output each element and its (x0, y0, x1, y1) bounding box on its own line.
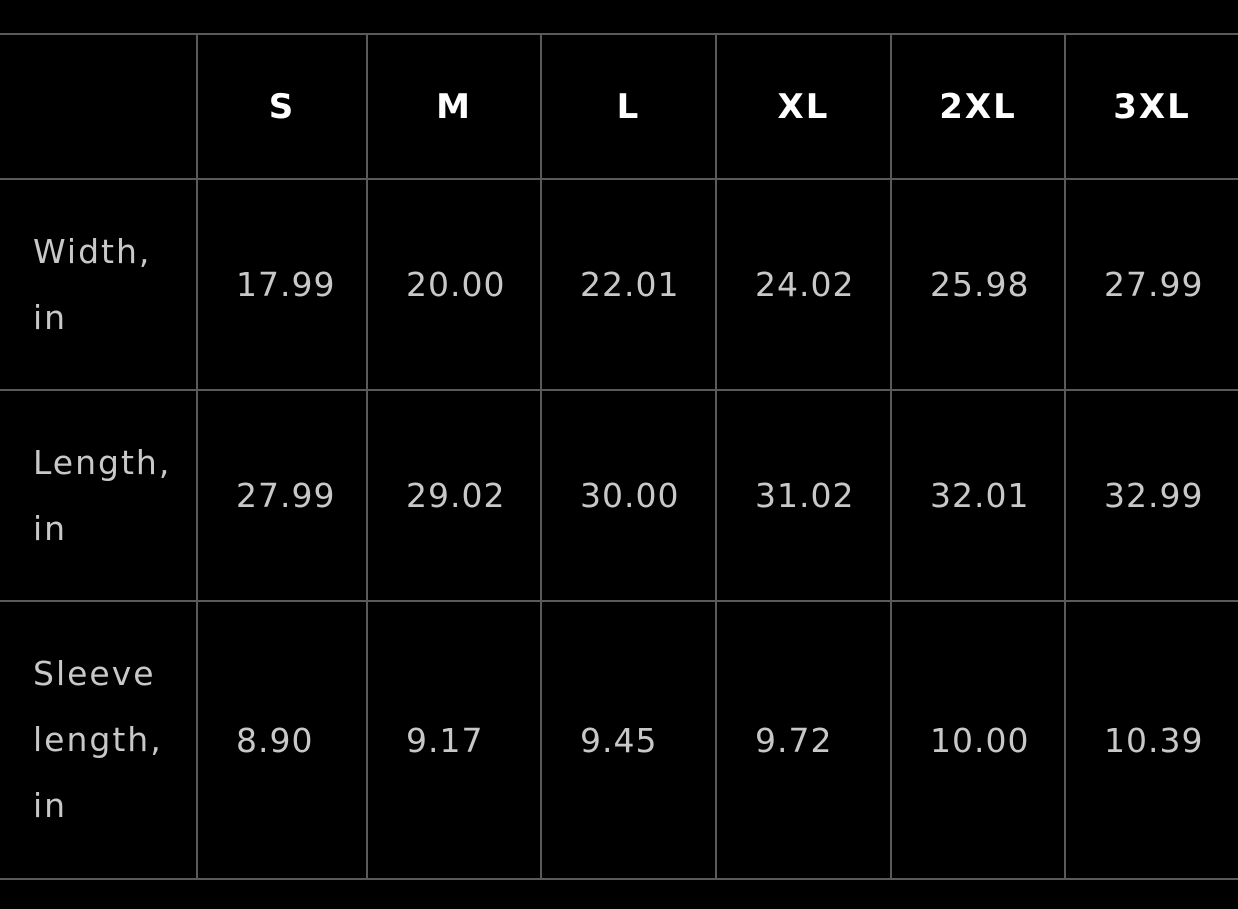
size-table: S M L XL 2XL 3XL Width, in 17.99 20.00 22.01 24.0… (0, 33, 1238, 880)
value-cell: 27.99 (1064, 178, 1238, 391)
column-header: 3XL (1064, 33, 1238, 180)
value-cell: 9.72 (715, 600, 892, 880)
header-row: S M L XL 2XL 3XL (0, 33, 1238, 180)
value-cell: 25.98 (890, 178, 1066, 391)
column-header: L (540, 33, 717, 180)
value-cell: 30.00 (540, 389, 717, 602)
column-header: M (366, 33, 542, 180)
value-cell: 27.99 (196, 389, 368, 602)
corner-cell (0, 33, 198, 180)
column-header: XL (715, 33, 892, 180)
row-label: Width, in (0, 178, 198, 391)
value-cell: 9.45 (540, 600, 717, 880)
table-body: Width, in 17.99 20.00 22.01 24.02 25.98 27.99 L… (0, 178, 1238, 880)
value-cell: 17.99 (196, 178, 368, 391)
value-cell: 29.02 (366, 389, 542, 602)
value-cell: 24.02 (715, 178, 892, 391)
row-label: Sleeve length, in (0, 600, 198, 880)
table-row: Sleeve length, in 8.90 9.17 9.45 9.72 10.00 10… (0, 600, 1238, 880)
value-cell: 31.02 (715, 389, 892, 602)
value-cell: 9.17 (366, 600, 542, 880)
row-label: Length, in (0, 389, 198, 602)
value-cell: 32.01 (890, 389, 1066, 602)
column-header: S (196, 33, 368, 180)
value-cell: 32.99 (1064, 389, 1238, 602)
column-header: 2XL (890, 33, 1066, 180)
value-cell: 10.00 (890, 600, 1066, 880)
table-row: Length, in 27.99 29.02 30.00 31.02 32.01 32.99 (0, 389, 1238, 602)
value-cell: 20.00 (366, 178, 542, 391)
value-cell: 8.90 (196, 600, 368, 880)
table-row: Width, in 17.99 20.00 22.01 24.02 25.98 27.99 (0, 178, 1238, 391)
value-cell: 10.39 (1064, 600, 1238, 880)
value-cell: 22.01 (540, 178, 717, 391)
